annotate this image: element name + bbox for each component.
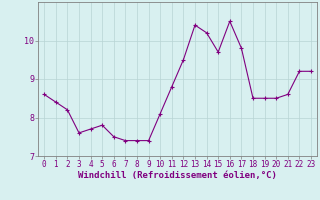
X-axis label: Windchill (Refroidissement éolien,°C): Windchill (Refroidissement éolien,°C) xyxy=(78,171,277,180)
